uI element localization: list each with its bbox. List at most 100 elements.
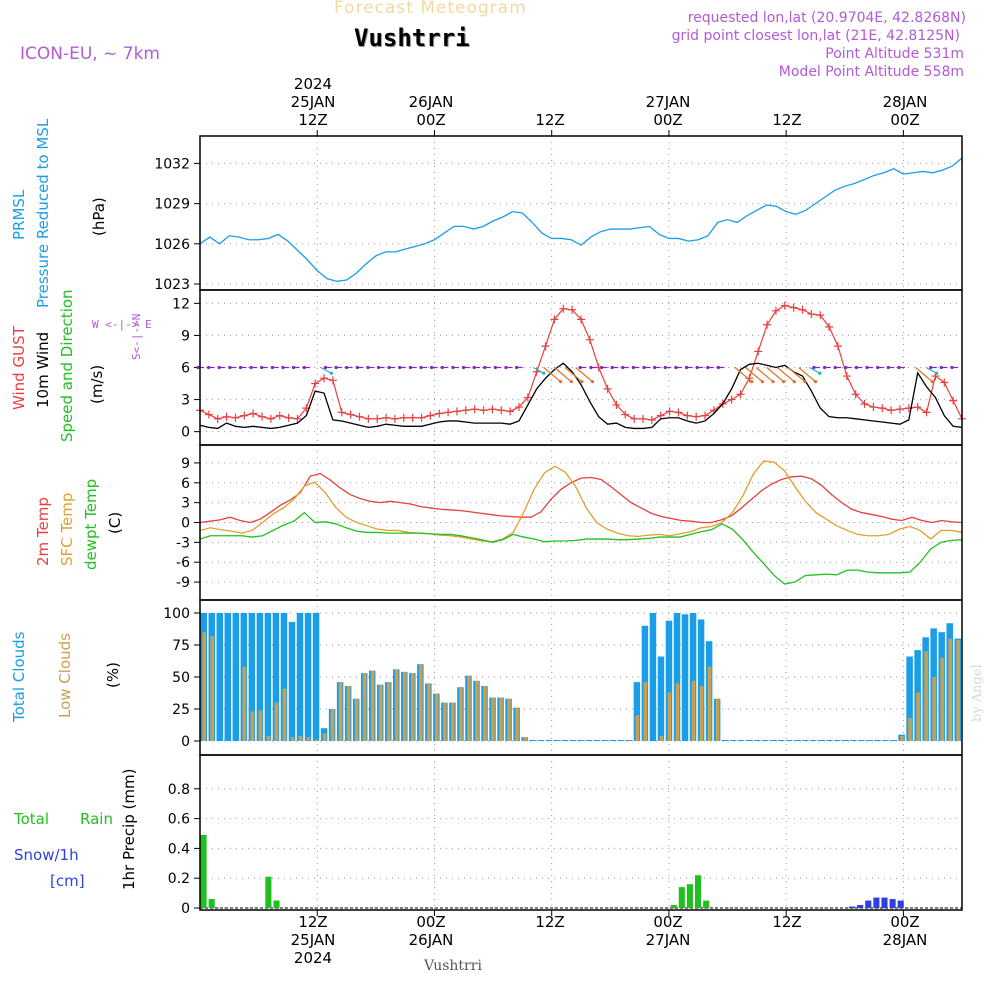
total-cloud-bar [224, 613, 232, 741]
requested-coords: requested lon,lat (20.9704E, 42.8268N) [687, 10, 966, 26]
pressure-unit: (hPa) [90, 197, 108, 236]
low-cloud-bar [924, 651, 928, 741]
bottom-time-label: 00Z [416, 913, 446, 931]
wind-arrow-head [542, 371, 546, 375]
y-tick-label: 0.6 [168, 812, 190, 828]
precip-snow-unit: [cm] [50, 872, 85, 890]
wind-arrow-head [833, 365, 837, 370]
top-date-label: 26JAN [408, 93, 454, 111]
gust-marker [408, 413, 417, 422]
wind-arrow-head [323, 365, 328, 370]
gust-marker [514, 403, 523, 412]
gust-marker [470, 405, 479, 414]
precip-rain-label: Rain [80, 810, 113, 828]
low-cloud-bar [932, 677, 936, 741]
gust-marker [568, 305, 577, 314]
gust-marker [577, 315, 585, 324]
low-cloud-bar [306, 737, 311, 741]
wind-arrow-head [281, 365, 285, 370]
wind-arrow-head [472, 365, 476, 370]
low-cloud-bar [515, 707, 519, 741]
total-cloud-bar [665, 620, 673, 741]
gust-marker [763, 320, 772, 329]
y-tick-label: 0.4 [168, 841, 190, 857]
wind-arrow-head [590, 380, 595, 384]
total-cloud-bar [874, 740, 881, 741]
wind-arrow-head [514, 365, 519, 370]
total-cloud-bar [858, 740, 865, 741]
wind-arrow-head [716, 365, 720, 370]
rain-bar [694, 875, 702, 908]
wind-arrow-head [366, 365, 370, 370]
gust-marker [249, 409, 258, 418]
wind-arrow-head [706, 365, 710, 370]
gust-marker [878, 404, 887, 413]
grid-point-coords: grid point closest lon,lat (21E, 42.8125… [671, 28, 960, 44]
wind-arrow-head [408, 365, 412, 370]
low-cloud-bar [435, 693, 439, 741]
low-cloud-bar [274, 702, 279, 741]
y-tick-label: 0.2 [168, 871, 190, 887]
total-cloud-bar [729, 740, 737, 741]
wind-arrow-head [684, 365, 689, 370]
gust-marker [435, 409, 444, 418]
gust-marker [559, 304, 568, 313]
low-cloud-bar [483, 685, 487, 741]
gust-marker [887, 406, 896, 415]
total-cloud-bar [593, 740, 601, 741]
wind-arrow-head [419, 365, 423, 370]
low-cloud-bar [900, 735, 904, 741]
gust-marker [630, 414, 639, 423]
top-date-label: 28JAN [882, 93, 928, 111]
total-cloud-bar [256, 613, 264, 741]
wind-direction-arrow [809, 366, 821, 374]
wind-arrow-head [674, 365, 678, 370]
gust-marker [639, 414, 648, 423]
wind-arrow-head [653, 365, 657, 370]
temp-sfc-label: SFC Temp [58, 492, 76, 566]
bottom-date-label: 28JAN [882, 931, 928, 949]
gust-marker [807, 310, 816, 319]
wind-arrow-head [803, 380, 807, 384]
rain-bar [686, 884, 693, 908]
wind-arrow-head [504, 365, 508, 370]
bottom-date-label: 27JAN [645, 931, 691, 949]
gust-marker [949, 396, 958, 405]
gust-marker [346, 410, 355, 419]
gust-marker [647, 415, 656, 424]
snow-bar [897, 900, 904, 908]
wind-arrow-head [812, 365, 816, 370]
total-cloud-bar [697, 619, 705, 741]
total-cloud-bar [745, 740, 753, 741]
total-cloud-bar [585, 740, 593, 741]
gust-marker [293, 414, 302, 423]
wind-direction-arrow [564, 367, 583, 383]
total-cloud-bar [280, 613, 288, 741]
total-cloud-bar [786, 740, 793, 741]
low-cloud-bar [378, 684, 383, 741]
gust-marker [940, 378, 949, 387]
gust-marker [780, 301, 789, 310]
gust-marker [506, 407, 515, 416]
snow-bar [889, 899, 896, 908]
wind-arrow-head [345, 365, 349, 370]
wind-arrow-head [260, 365, 264, 370]
wind-arrow-head [621, 365, 625, 370]
gust-marker [461, 406, 470, 415]
gust-marker [913, 403, 922, 412]
wind-arrow-head [950, 365, 954, 370]
low-cloud-bar [282, 688, 287, 741]
y-tick-label: -9 [176, 575, 190, 591]
wind-arrow-head [387, 365, 391, 370]
low-cloud-bar [523, 737, 527, 741]
y-tick-label: 0 [181, 516, 190, 532]
precip-unit: 1hr Precip (mm) [120, 768, 138, 890]
wind-arrow-head [854, 365, 859, 370]
total-cloud-bar [753, 740, 761, 741]
temp-unit: (C) [106, 511, 124, 534]
top-date-label: 25JAN [290, 93, 336, 111]
wind-direction-arrow [554, 367, 572, 383]
wind-arrow-head [249, 365, 253, 370]
wind-arrow-head [663, 365, 667, 370]
temp-dewpt-line [199, 511, 963, 585]
